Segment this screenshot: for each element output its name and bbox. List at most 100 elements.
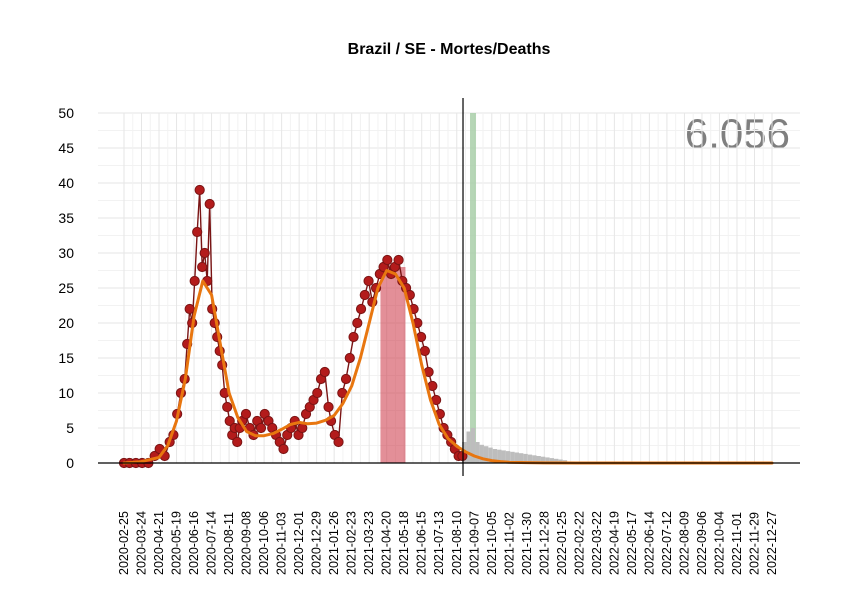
axes	[98, 98, 800, 476]
markers	[380, 113, 477, 463]
observed-point	[278, 443, 289, 455]
x-tick-label: 2022-02-22	[572, 511, 586, 575]
observed-point	[197, 261, 208, 273]
forecast-bar	[497, 449, 502, 463]
forecast-bar	[488, 447, 493, 463]
y-tick-label: 30	[58, 245, 74, 261]
observed-point	[333, 436, 344, 448]
y-tick-label: 0	[66, 455, 74, 471]
observed-point	[232, 436, 243, 448]
x-tick-label: 2021-07-13	[432, 511, 446, 575]
x-tick-label: 2021-09-07	[467, 511, 481, 575]
x-tick-label: 2022-08-09	[677, 511, 691, 575]
forecast-bar	[483, 446, 489, 463]
observed-point	[184, 303, 195, 315]
grid	[98, 112, 800, 464]
x-tick-label: 2022-01-25	[555, 511, 569, 575]
x-tick-label: 2020-12-29	[310, 511, 324, 575]
forecast-bar	[466, 431, 471, 463]
observed-point	[199, 247, 210, 259]
y-tick-label: 40	[58, 175, 74, 191]
forecast-bars	[462, 428, 568, 463]
y-tick-label: 5	[66, 420, 74, 436]
y-tick-labels: 0 5 10 15 20 25 30 35 40 45 50	[58, 105, 74, 471]
observed-point	[204, 198, 215, 210]
x-tick-label: 2020-03-24	[135, 511, 149, 575]
forecast-bar	[505, 451, 511, 463]
observed-point	[393, 254, 404, 266]
x-tick-label: 2021-11-02	[502, 512, 516, 575]
x-tick-label: 2022-03-22	[590, 511, 604, 575]
observed-point	[348, 331, 359, 343]
forecast-bar	[536, 456, 541, 463]
x-tick-label: 2021-02-23	[345, 511, 359, 575]
x-tick-label: 2021-11-30	[520, 512, 534, 575]
y-tick-label: 45	[58, 140, 74, 156]
observed-point	[255, 422, 267, 434]
observed-point	[363, 275, 374, 287]
x-tick-label: 2020-07-14	[205, 511, 219, 575]
forecast-bar	[479, 444, 484, 463]
highlight-band	[380, 267, 406, 463]
green-marker	[470, 113, 477, 463]
y-tick-label: 35	[58, 210, 74, 226]
forecast-bar	[514, 452, 519, 463]
observed-point	[312, 387, 323, 399]
y-tick-label: 20	[58, 315, 74, 331]
x-tick-label: 2021-04-20	[380, 511, 394, 575]
x-tick-label: 2020-06-16	[187, 511, 201, 575]
observed-point	[419, 345, 430, 357]
forecast-bar	[545, 457, 550, 463]
x-tick-label: 2021-06-15	[415, 511, 429, 575]
forecast-bar	[554, 458, 559, 463]
observed-point	[359, 289, 370, 301]
forecast-bar	[475, 442, 480, 463]
x-tick-label: 2021-05-18	[397, 511, 411, 575]
x-tick-label: 2022-07-12	[660, 511, 674, 575]
x-tick-label: 2020-11-03	[275, 512, 289, 575]
x-tick-label: 2021-08-10	[450, 511, 464, 575]
x-tick-label: 2021-10-05	[485, 511, 499, 575]
forecast-bar	[492, 449, 498, 463]
x-tick-label: 2020-09-08	[240, 511, 254, 575]
x-tick-label: 2020-10-06	[257, 511, 271, 575]
observed-point	[382, 254, 393, 266]
y-tick-label: 50	[58, 105, 74, 121]
x-tick-label: 2022-05-17	[625, 511, 639, 575]
x-tick-label: 2020-04-21	[152, 511, 166, 575]
y-tick-label: 10	[58, 385, 74, 401]
forecast-bar	[518, 453, 524, 463]
x-tick-label: 2022-12-27	[765, 511, 779, 575]
x-tick-label: 2021-03-23	[362, 511, 376, 575]
forecast-bar	[523, 453, 528, 463]
observed-point	[340, 373, 352, 385]
x-tick-label: 2020-02-25	[117, 511, 131, 575]
chart-title: Brazil / SE - Mortes/Deaths	[348, 41, 551, 58]
forecast-bar	[501, 450, 506, 463]
observed-point	[355, 303, 367, 315]
observed-point	[192, 226, 203, 238]
observed-point	[189, 275, 200, 287]
x-tick-label: 2020-08-11	[222, 512, 236, 575]
x-tick-label: 2020-12-01	[292, 511, 306, 575]
observed-point	[222, 401, 233, 413]
observed-point	[224, 415, 235, 427]
observed-point	[319, 366, 330, 378]
forecast-bar	[510, 451, 515, 463]
y-tick-label: 15	[58, 350, 74, 366]
x-tick-label: 2021-12-28	[537, 511, 551, 575]
x-tick-label: 2020-05-19	[170, 511, 184, 575]
y-tick-label: 25	[58, 280, 74, 296]
x-tick-label: 2022-11-01	[730, 512, 744, 575]
observed-point	[323, 401, 334, 413]
x-tick-label: 2022-09-06	[695, 511, 709, 575]
x-tick-label: 2022-06-14	[642, 511, 656, 575]
observed-point	[344, 352, 355, 364]
observed-point	[240, 408, 252, 420]
forecast-bar	[540, 456, 546, 463]
forecast-bar	[549, 458, 555, 463]
observed-point	[352, 317, 363, 329]
x-tick-label: 2022-04-19	[607, 511, 621, 575]
